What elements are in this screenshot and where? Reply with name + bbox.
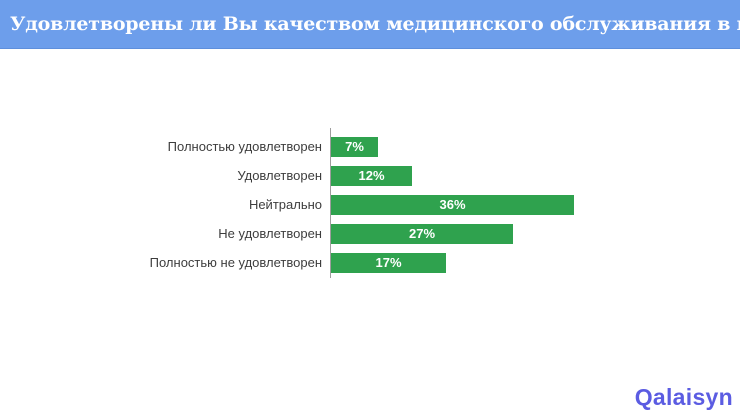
bar: 27%	[331, 224, 513, 244]
category-label: Удовлетворен	[237, 168, 322, 183]
category-label: Не удовлетворен	[218, 226, 322, 241]
bar-row: Удовлетворен 12%	[0, 166, 740, 186]
chart-axis-line	[330, 128, 331, 278]
slide-title: Удовлетворены ли Вы качеством медицинско…	[10, 13, 740, 35]
category-label: Полностью не удовлетворен	[149, 255, 322, 270]
bar-row: Полностью удовлетворен 7%	[0, 137, 740, 157]
bar-value-label: 12%	[358, 168, 385, 183]
bar-value-label: 17%	[375, 255, 402, 270]
bar: 17%	[331, 253, 446, 273]
bar-value-label: 27%	[408, 226, 436, 241]
category-label: Полностью удовлетворен	[167, 139, 322, 154]
bar-value-label: 7%	[345, 139, 364, 154]
category-label: Нейтрально	[248, 197, 322, 212]
bar: 12%	[331, 166, 412, 186]
bar: 7%	[331, 137, 378, 157]
bar-row: Полностью не удовлетворен 17%	[0, 253, 740, 273]
qalaisyn-logo: Qalaisyn	[634, 384, 733, 410]
bar: 36%	[331, 195, 574, 215]
bar-value-label: 36%	[439, 197, 466, 212]
bar-row: Нейтрально 36%	[0, 195, 740, 215]
bar-row: Не удовлетворен 27%	[0, 224, 740, 244]
slide-header: Удовлетворены ли Вы качеством медицинско…	[0, 0, 740, 49]
